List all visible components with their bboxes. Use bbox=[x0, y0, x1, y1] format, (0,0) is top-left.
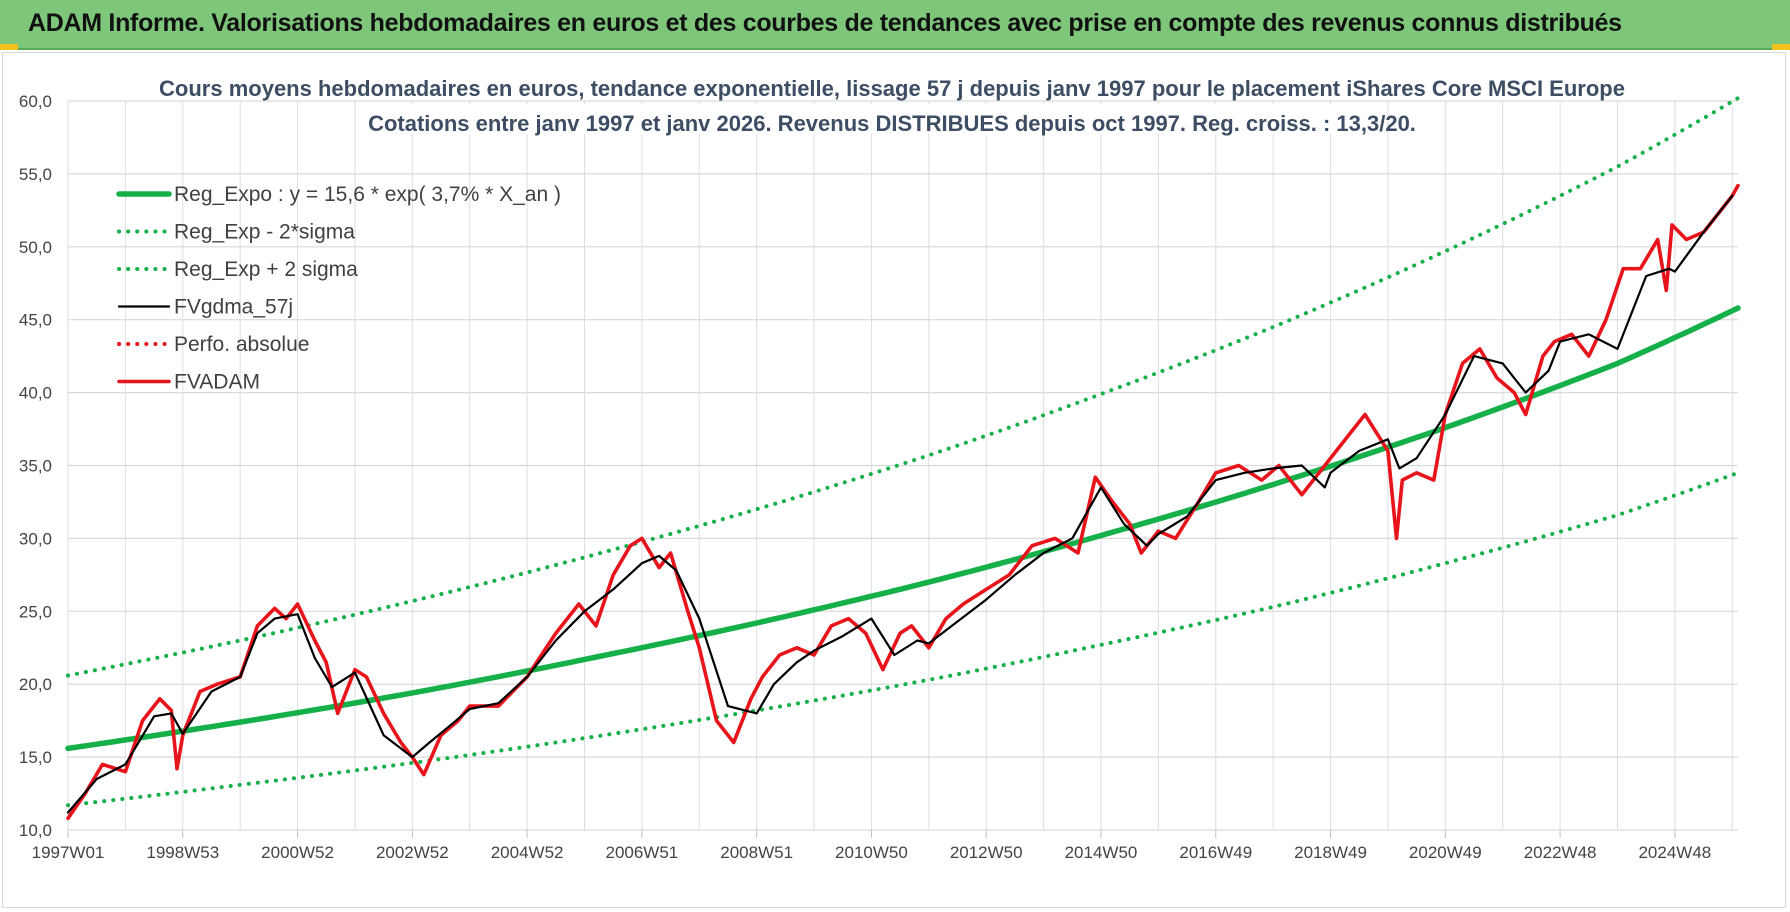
report-banner-title: ADAM Informe. Valorisations hebdomadaire… bbox=[28, 9, 1622, 37]
chart-legend: Reg_Expo : y = 15,6 * exp( 3,7% * X_an )… bbox=[116, 183, 561, 394]
y-tick-label: 20,0 bbox=[19, 675, 52, 694]
x-tick-label: 2018W49 bbox=[1294, 843, 1367, 862]
x-tick-label: 2004W52 bbox=[491, 843, 564, 862]
y-tick-label: 50,0 bbox=[19, 238, 52, 257]
chart-grid bbox=[67, 100, 1738, 831]
x-tick-label: 2010W50 bbox=[835, 843, 908, 862]
x-tick-label: 1998W53 bbox=[146, 843, 219, 862]
legend-label: Perfo. absolue bbox=[174, 333, 309, 356]
legend-label: Reg_Exp + 2 sigma bbox=[174, 258, 358, 281]
y-tick-label: 35,0 bbox=[19, 457, 52, 476]
y-tick-label: 30,0 bbox=[19, 529, 52, 548]
x-tick-label: 2016W49 bbox=[1179, 843, 1252, 862]
legend-label: FVgdma_57j bbox=[174, 296, 293, 319]
y-tick-label: 60,0 bbox=[19, 92, 52, 111]
y-tick-label: 55,0 bbox=[19, 165, 52, 184]
y-axis-tick-labels: 10,0 15,0 20,0 25,0 30,0 35,0 40,0 45,0 50,0 55,0… bbox=[19, 92, 52, 840]
chart-title: Cours moyens hebdomadaires en euros, ten… bbox=[159, 76, 1625, 101]
x-tick-label: 2006W51 bbox=[605, 843, 678, 862]
x-tick-label: 1997W01 bbox=[32, 843, 105, 862]
corner-marker-left bbox=[0, 44, 18, 50]
x-tick-label: 2008W51 bbox=[720, 843, 793, 862]
series-line-2 bbox=[66, 96, 1740, 678]
chart-subtitle-backdrop bbox=[405, 104, 1385, 134]
y-tick-label: 15,0 bbox=[19, 748, 52, 767]
chart-title-block: Cours moyens hebdomadaires en euros, ten… bbox=[159, 70, 1625, 136]
chart-subtitle: Cotations entre janv 1997 et janv 2026. … bbox=[368, 111, 1416, 136]
y-tick-label: 45,0 bbox=[19, 311, 52, 330]
legend-label: FVADAM bbox=[174, 371, 260, 394]
series-line-1 bbox=[66, 470, 1740, 808]
legend-label: Reg_Exp - 2*sigma bbox=[174, 221, 355, 244]
series-line-0 bbox=[65, 305, 1741, 752]
y-tick-label: 40,0 bbox=[19, 384, 52, 403]
x-tick-label: 2012W50 bbox=[950, 843, 1023, 862]
y-tick-label: 10,0 bbox=[19, 821, 52, 840]
x-tick-label: 2000W52 bbox=[261, 843, 334, 862]
corner-marker-right bbox=[1772, 44, 1790, 50]
report-banner: ADAM Informe. Valorisations hebdomadaire… bbox=[0, 0, 1790, 50]
x-tick-label: 2024W48 bbox=[1638, 843, 1711, 862]
x-tick-label: 2020W49 bbox=[1409, 843, 1482, 862]
y-tick-label: 25,0 bbox=[19, 602, 52, 621]
x-tick-label: 2002W52 bbox=[376, 843, 449, 862]
series-line-3 bbox=[66, 194, 1734, 814]
chart-title-backdrop bbox=[222, 70, 1567, 100]
x-tick-label: 2014W50 bbox=[1065, 843, 1138, 862]
legend-label: Reg_Expo : y = 15,6 * exp( 3,7% * X_an ) bbox=[174, 183, 561, 206]
x-axis-tick-labels: 1997W01 1998W53 2000W52 2002W52 2004W52 2006W… bbox=[32, 830, 1711, 862]
x-tick-label: 2022W48 bbox=[1524, 843, 1597, 862]
chart-series bbox=[65, 96, 1741, 821]
chart-frame bbox=[2, 52, 1786, 908]
